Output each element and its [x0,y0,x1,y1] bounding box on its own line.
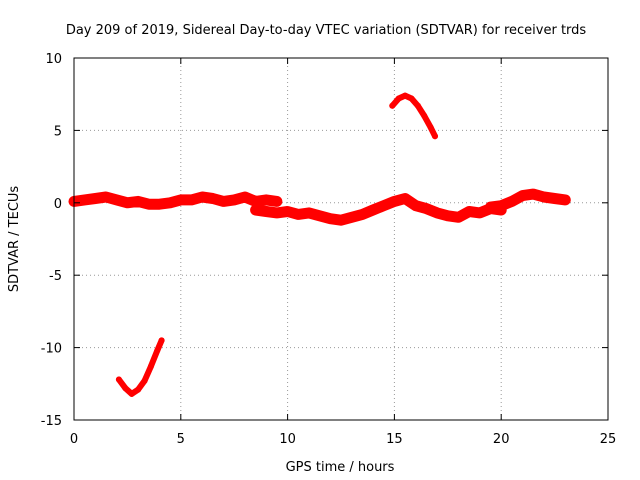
data-point [240,193,249,201]
data-point [432,133,438,140]
y-tick-label: -10 [41,342,62,357]
data-point [379,201,388,210]
tick-layer: 0 5 10 15 20 25 -15 -10 -5 0 5 10 [41,52,617,447]
data-point [465,207,474,216]
data-point [411,201,420,210]
data-point [550,194,559,203]
data-point [251,206,260,214]
data-point [390,197,399,206]
data-point [166,198,175,207]
data-point [141,377,148,384]
chart-title: Day 209 of 2019, Sidereal Day-to-day VTE… [66,23,587,38]
data-point [158,337,165,344]
x-tick-label: 0 [70,432,78,447]
y-tick-label: 0 [54,197,62,212]
x-axis-label: GPS time / hours [286,460,395,475]
data-point [272,197,281,206]
data-point [497,201,506,210]
data-point [198,193,207,201]
data-point [358,210,367,219]
data-point [529,190,538,199]
y-tick-label: -15 [41,414,62,429]
data-point [123,198,132,207]
data-point [539,193,548,201]
data-point [422,204,431,213]
y-tick-label: 5 [54,124,62,139]
data-point [433,208,442,217]
data-point [134,197,143,206]
data-point [486,203,495,212]
plot-frame [73,57,609,421]
data-point [155,200,164,209]
data-point [115,376,122,383]
data-point [475,208,484,217]
data-point [262,207,271,216]
data-point [326,214,335,223]
x-tick-label: 20 [493,432,510,447]
x-tick-label: 25 [600,432,617,447]
data-point [454,213,463,222]
data-point [122,385,129,392]
series-line-2 [250,193,507,226]
data-point [91,194,100,203]
data-point [208,194,217,203]
y-axis-label: SDTVAR / TECUs [7,186,22,293]
data-point [112,195,121,204]
data-point [347,213,356,222]
data-point [402,92,409,99]
x-tick-label: 10 [279,432,296,447]
x-tick-label: 5 [177,432,185,447]
data-point [395,95,402,102]
data-point [283,207,292,216]
data-point [369,206,377,214]
data-point [427,124,434,131]
data-point [272,208,281,217]
data-point [154,347,161,354]
data-point [262,195,271,204]
data-point [443,211,452,220]
data-point [135,386,142,393]
data-layer [68,92,571,397]
data-point [414,102,421,109]
data-point [144,200,153,209]
data-point [187,195,196,204]
data-point [294,210,303,219]
data-point [401,194,410,203]
x-tick-label: 15 [386,432,403,447]
data-point [337,216,345,225]
data-point [128,390,135,397]
data-point [518,191,527,200]
data-point [561,195,570,204]
data-point [389,102,396,109]
y-tick-label: -5 [49,269,62,284]
data-point [80,195,89,204]
data-point [421,112,428,119]
data-point [230,195,239,204]
data-point [102,193,110,201]
data-point [147,363,154,370]
y-tick-label: 10 [45,52,62,67]
data-point [408,95,415,102]
data-point [315,211,324,220]
data-point [219,197,228,206]
data-point [507,197,516,206]
data-point [176,195,185,204]
data-point [251,197,260,206]
data-point [305,208,313,217]
